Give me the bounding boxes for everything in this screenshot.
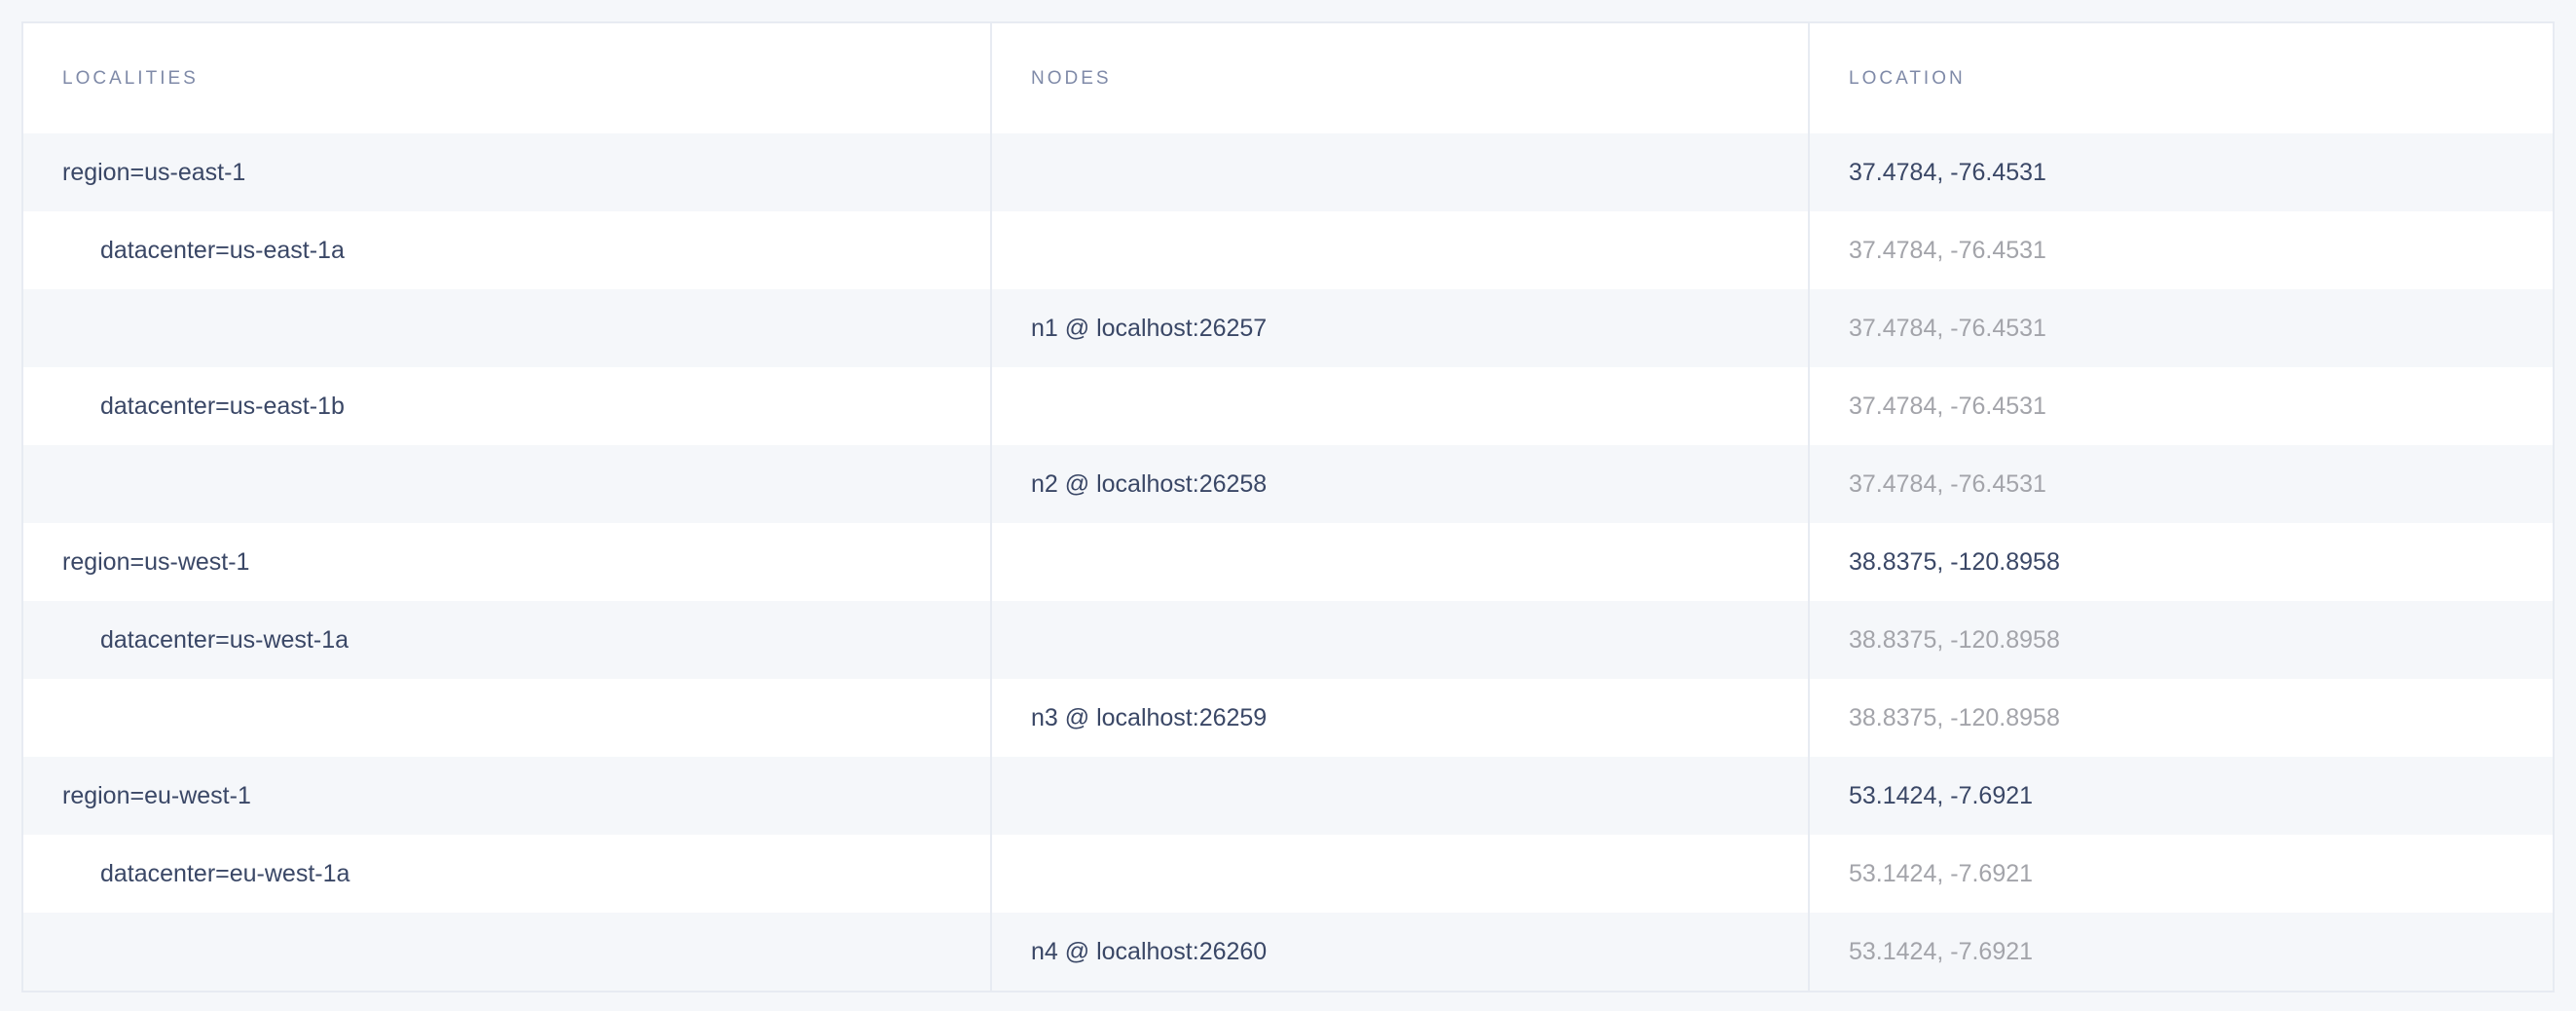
locality-cell: region=eu-west-1 bbox=[23, 757, 992, 835]
node-cell: n4 @ localhost:26260 bbox=[992, 913, 1810, 991]
locality-cell: datacenter=us-west-1a bbox=[23, 601, 992, 679]
location-cell: 38.8375, -120.8958 bbox=[1849, 625, 2060, 654]
locality-cell bbox=[23, 289, 992, 367]
location-cell: 53.1424, -7.6921 bbox=[1849, 781, 2034, 809]
locality-cell bbox=[23, 913, 992, 991]
node-cell: n1 @ localhost:26257 bbox=[992, 289, 1810, 367]
locality-cell: datacenter=us-east-1b bbox=[23, 367, 992, 445]
location-cell: 37.4784, -76.4531 bbox=[1849, 236, 2046, 264]
table-row: datacenter=eu-west-1a 53.1424, -7.6921 bbox=[23, 835, 2553, 913]
node-cell bbox=[992, 133, 1810, 211]
location-cell: 37.4784, -76.4531 bbox=[1849, 469, 2046, 498]
node-cell: n2 @ localhost:26258 bbox=[992, 445, 1810, 523]
location-cell: 53.1424, -7.6921 bbox=[1849, 859, 2034, 887]
locality-cell: region=us-east-1 bbox=[23, 133, 992, 211]
node-cell bbox=[992, 211, 1810, 289]
table-row: datacenter=us-east-1a 37.4784, -76.4531 bbox=[23, 211, 2553, 289]
table-row: region=eu-west-1 53.1424, -7.6921 bbox=[23, 757, 2553, 835]
table-row: n2 @ localhost:26258 37.4784, -76.4531 bbox=[23, 445, 2553, 523]
location-cell: 37.4784, -76.4531 bbox=[1849, 158, 2046, 186]
node-cell bbox=[992, 601, 1810, 679]
node-cell bbox=[992, 367, 1810, 445]
table-row: region=us-west-1 38.8375, -120.8958 bbox=[23, 523, 2553, 601]
locality-cell bbox=[23, 679, 992, 757]
table-body: region=us-east-1 37.4784, -76.4531 datacen… bbox=[23, 133, 2553, 991]
table-row: datacenter=us-west-1a 38.8375, -120.8958 bbox=[23, 601, 2553, 679]
table-row: datacenter=us-east-1b 37.4784, -76.4531 bbox=[23, 367, 2553, 445]
table-row: n1 @ localhost:26257 37.4784, -76.4531 bbox=[23, 289, 2553, 367]
node-cell bbox=[992, 835, 1810, 913]
locality-cell: datacenter=us-east-1a bbox=[23, 211, 992, 289]
table-row: region=us-east-1 37.4784, -76.4531 bbox=[23, 133, 2553, 211]
localities-table: LOCALITIES NODES LOCATION region=us-east… bbox=[21, 21, 2555, 992]
location-cell: 37.4784, -76.4531 bbox=[1849, 314, 2046, 342]
table-row: n3 @ localhost:26259 38.8375, -120.8958 bbox=[23, 679, 2553, 757]
locality-cell: region=us-west-1 bbox=[23, 523, 992, 601]
node-cell: n3 @ localhost:26259 bbox=[992, 679, 1810, 757]
node-cell bbox=[992, 523, 1810, 601]
header-location: LOCATION bbox=[1849, 67, 1966, 89]
header-nodes: NODES bbox=[992, 23, 1810, 133]
locality-cell bbox=[23, 445, 992, 523]
header-localities: LOCALITIES bbox=[23, 23, 992, 133]
location-cell: 53.1424, -7.6921 bbox=[1849, 937, 2034, 965]
node-cell bbox=[992, 757, 1810, 835]
locality-cell: datacenter=eu-west-1a bbox=[23, 835, 992, 913]
location-cell: 38.8375, -120.8958 bbox=[1849, 547, 2060, 576]
location-cell: 38.8375, -120.8958 bbox=[1849, 703, 2060, 731]
location-cell: 37.4784, -76.4531 bbox=[1849, 392, 2046, 420]
table-header: LOCALITIES NODES LOCATION bbox=[23, 23, 2553, 133]
table-row: n4 @ localhost:26260 53.1424, -7.6921 bbox=[23, 913, 2553, 991]
